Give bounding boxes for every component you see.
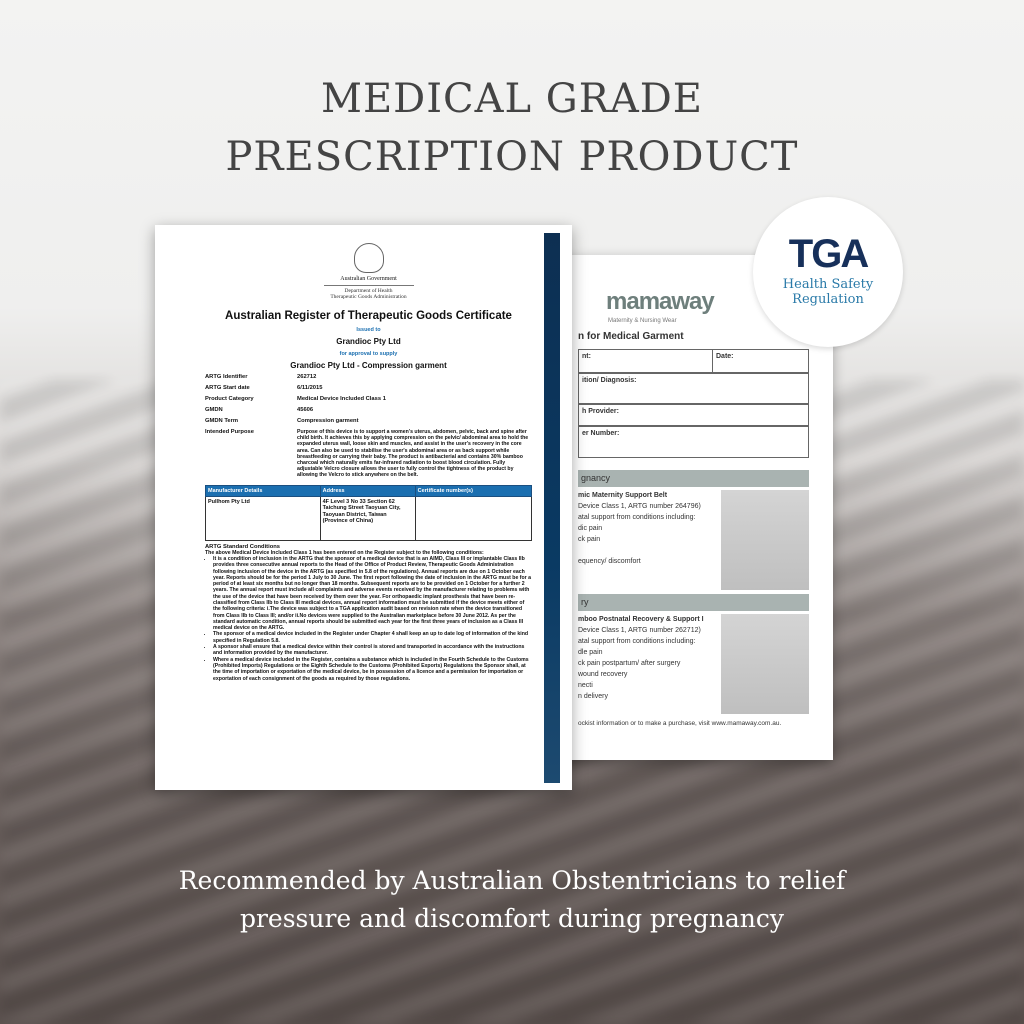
product-1-name: mic Maternity Support Belt xyxy=(578,492,668,499)
product-1-line: atal support from conditions including: xyxy=(578,514,696,521)
conditions-intro: The above Medical Device Included Class … xyxy=(205,549,484,556)
field-value: Compression garment xyxy=(297,418,359,424)
field-list: ARTG Identifier 262712 ARTG Start date 6/1… xyxy=(205,374,532,479)
tagline-line-1: Recommended by Australian Obstentricians… xyxy=(178,866,846,895)
product-2-line: ck pain postpartum/ after surgery xyxy=(578,660,681,667)
form-title: n for Medical Garment xyxy=(578,331,684,342)
product-1: mic Maternity Support Belt Device Class … xyxy=(578,490,809,590)
field-key: Product Category xyxy=(205,396,254,402)
product-1-line: ck pain xyxy=(578,536,601,543)
diagnosis-row: ition/ Diagnosis: xyxy=(578,373,809,404)
field-key: GMDN Term xyxy=(205,418,239,424)
product-2-line: necti xyxy=(578,682,593,689)
table-row: Pullhom Pty Ltd 4F Level 3 No 33 Section … xyxy=(205,495,533,541)
tagline: Recommended by Australian Obstentricians… xyxy=(0,862,1024,938)
table-header: Certificate number(s) xyxy=(414,484,533,497)
manufacturer-table: Manufacturer Details Address Certificate n… xyxy=(205,484,533,541)
address-cell: 4F Level 3 No 33 Section 62 Taichung Str… xyxy=(319,495,416,541)
headline-line-1: MEDICAL GRADE xyxy=(320,76,704,122)
approval-label: for approval to supply xyxy=(339,351,398,357)
patient-label: nt: xyxy=(579,350,713,372)
table-header: Address xyxy=(319,484,416,497)
certificate-stripe xyxy=(544,233,560,783)
certificate-title: Australian Register of Therapeutic Goods… xyxy=(225,310,512,322)
product-name: Grandioc Pty Ltd - Compression garment xyxy=(290,361,447,370)
maternity-belt-photo xyxy=(721,490,809,590)
conditions-list: It is a condition of inclusion in the AR… xyxy=(205,556,532,682)
section-pregnancy: gnancy xyxy=(578,470,809,487)
product-1-line: equency/ discomfort xyxy=(578,558,641,565)
field-key: ARTG Start date xyxy=(205,385,250,391)
conditions-title: ARTG Standard Conditions xyxy=(205,543,281,550)
product-2-line: n delivery xyxy=(578,693,608,700)
cert-number-cell xyxy=(414,495,533,541)
agency-label: Therapeutic Goods Administration xyxy=(330,294,407,300)
diagnosis-label: ition/ Diagnosis: xyxy=(582,377,637,384)
product-2-line: atal support from conditions including: xyxy=(578,638,696,645)
field-value: 45606 xyxy=(297,407,314,413)
field-key: Intended Purpose xyxy=(205,429,254,435)
postnatal-belt-photo xyxy=(721,614,809,714)
number-row: er Number: xyxy=(578,426,809,458)
product-2-class: Device Class 1, ARTG number 262712) xyxy=(578,627,701,634)
coat-of-arms-icon xyxy=(353,243,384,273)
product-2-line: wound recovery xyxy=(578,671,628,678)
condition-item: A sponsor shall ensure that a medical de… xyxy=(213,644,532,657)
patient-row: nt: Date: xyxy=(578,349,809,373)
tga-line-1: Health Safety xyxy=(782,277,874,292)
manufacturer-cell: Pullhom Pty Ltd xyxy=(205,495,321,541)
section-recovery: ry xyxy=(578,594,809,611)
mamaway-logo-sub: Maternity & Nursing Wear xyxy=(608,318,677,324)
provider-label: h Provider: xyxy=(582,408,619,415)
issued-to-label: Issued to xyxy=(356,327,381,333)
product-1-line: dic pain xyxy=(578,525,603,532)
tga-line-2: Regulation xyxy=(792,292,864,307)
dept-label: Department of Health xyxy=(344,288,393,294)
artg-certificate: Australian Government Department of Heal… xyxy=(155,225,572,790)
dept-block: Department of Health Therapeutic Goods Ad… xyxy=(323,285,414,300)
field-value: 6/11/2015 xyxy=(297,385,323,391)
product-2: mboo Postnatal Recovery & Support I Devi… xyxy=(578,614,809,714)
number-label: er Number: xyxy=(582,430,620,437)
product-2-name: mboo Postnatal Recovery & Support I xyxy=(578,616,704,623)
provider-row: h Provider: xyxy=(578,404,809,426)
tga-badge: TGA Health Safety Regulation xyxy=(753,197,903,347)
field-value: 262712 xyxy=(297,374,317,380)
condition-item: The sponsor of a medical device included… xyxy=(213,631,532,644)
tagline-line-2: pressure and discomfort during pregnancy xyxy=(239,904,785,933)
field-value: Medical Device Included Class 1 xyxy=(297,396,386,402)
product-2-line: dle pain xyxy=(578,649,603,656)
mamaway-logo: mamaway xyxy=(606,288,715,315)
field-key: ARTG Identifier xyxy=(205,374,248,380)
field-value: Purpose of this device is to support a w… xyxy=(297,429,529,479)
date-label: Date: xyxy=(716,353,734,360)
table-header: Manufacturer Details xyxy=(205,484,321,497)
issued-to: Grandioc Pty Ltd xyxy=(336,337,401,346)
headline: MEDICAL GRADE PRESCRIPTION PRODUCT xyxy=(0,70,1024,186)
product-1-class: Device Class 1, ARTG number 264796) xyxy=(578,503,701,510)
condition-item: Where a medical device included in the R… xyxy=(213,657,532,682)
headline-line-2: PRESCRIPTION PRODUCT xyxy=(225,134,799,180)
condition-item: It is a condition of inclusion in the AR… xyxy=(213,556,532,632)
field-key: GMDN xyxy=(205,407,223,413)
form-footer: ockist information or to make a purchase… xyxy=(578,720,782,727)
gov-label: Australian Government xyxy=(340,276,397,282)
prescription-form: mamaway Maternity & Nursing Wear n for M… xyxy=(560,255,833,760)
tga-logo: TGA xyxy=(788,232,869,276)
